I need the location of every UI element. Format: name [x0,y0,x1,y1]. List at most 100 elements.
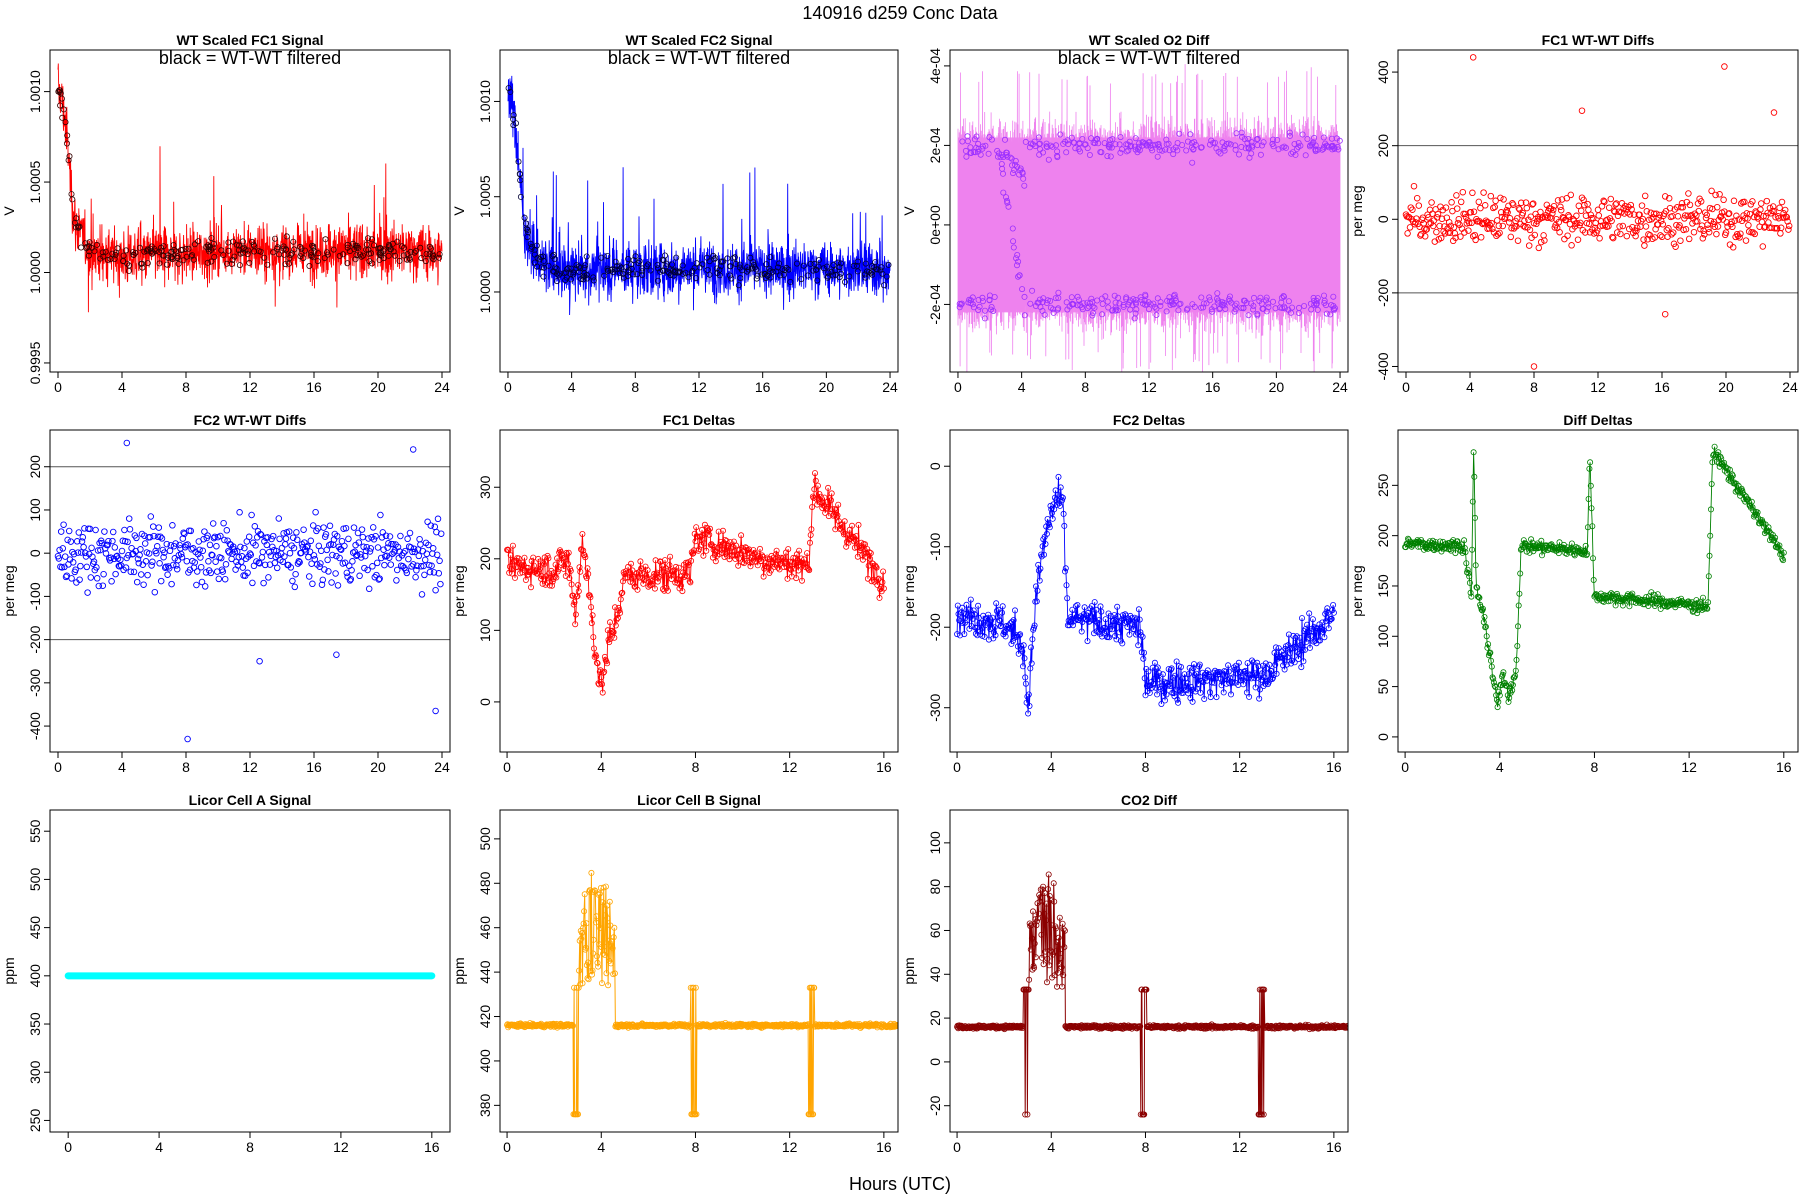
data-point [1455,542,1462,549]
data-point [682,572,689,579]
data-point [1742,237,1750,244]
data-point [531,246,538,253]
data-point [693,260,700,267]
data-point [120,252,127,259]
data-point [358,526,366,533]
data-point [1133,615,1140,622]
panel-title: FC2 Deltas [1113,412,1186,428]
data-point [1043,143,1050,150]
data-point [1639,215,1647,223]
data-point [1088,603,1095,610]
data-point [357,554,365,561]
x-tick-label: 0 [1401,759,1409,775]
data-point [102,550,110,557]
data-point [1538,537,1545,544]
data-point [589,971,596,978]
data-point [616,263,623,270]
data-point [804,1021,811,1028]
data-point [1335,146,1342,153]
data-point [1566,546,1573,553]
x-tick-label: 20 [370,379,386,395]
data-point [229,256,236,263]
data-point [275,515,283,522]
data-point [686,578,693,585]
data-point [1035,910,1042,917]
data-point [982,307,989,314]
data-point [1471,473,1478,480]
data-point [1568,242,1575,249]
data-point [1496,692,1503,699]
marker-series [1402,443,1787,711]
data-point [1145,668,1152,675]
data-point [1676,222,1683,229]
data-point [1310,294,1317,301]
data-point [1489,204,1497,212]
data-point [87,574,95,581]
x-tick-label: 8 [692,1139,700,1155]
data-point [1136,616,1143,623]
data-point [397,532,404,540]
data-point [539,580,546,587]
data-point [1053,947,1060,954]
data-point [404,535,411,543]
x-tick-label: 8 [631,379,639,395]
x-tick-label: 20 [1718,379,1734,395]
x-tick-label: 20 [1269,379,1285,395]
data-point [261,254,268,261]
data-point [1037,894,1044,901]
data-point [147,248,154,255]
data-point [1455,215,1463,223]
data-point [93,575,101,582]
data-point [1162,146,1169,153]
data-point [852,536,859,543]
data-point [1005,203,1012,210]
data-point [956,304,963,311]
data-point [693,275,700,282]
x-tick-label: 16 [1205,379,1221,395]
data-point [1333,135,1340,142]
data-point [1043,530,1050,537]
data-point [1259,142,1266,149]
data-point [1615,208,1623,216]
data-point [832,526,839,533]
data-point [1588,505,1595,512]
data-point [1166,147,1173,154]
data-point [301,247,308,254]
data-point [590,950,597,957]
data-point [183,557,191,565]
data-point [1021,293,1028,300]
data-point [570,269,577,276]
data-point [1145,139,1152,146]
data-point [595,891,602,898]
data-point [113,249,120,256]
data-point [290,544,298,552]
data-point [380,546,387,553]
data-point [1490,675,1497,682]
data-point [326,522,334,530]
data-point [1045,871,1052,878]
data-point [359,533,367,541]
y-tick-label: 440 [477,960,493,984]
data-point [1465,219,1473,227]
data-point [780,271,787,278]
data-point [133,534,140,542]
data-point [677,576,684,583]
x-tick-label: 4 [1496,759,1504,775]
data-point [616,269,623,276]
data-point [1009,162,1016,169]
data-point [257,530,264,538]
data-point [1491,203,1499,211]
data-point [1275,146,1282,153]
data-point [375,576,383,583]
data-point [1417,232,1424,239]
data-point [883,273,890,280]
data-point [1521,217,1528,225]
data-point [1451,230,1459,237]
data-point [1015,273,1022,280]
data-point [1035,915,1042,922]
data-point [593,913,600,920]
data-point [1256,297,1263,304]
data-point [1437,234,1445,242]
data-point [525,229,532,236]
plot-frame [949,429,1349,753]
